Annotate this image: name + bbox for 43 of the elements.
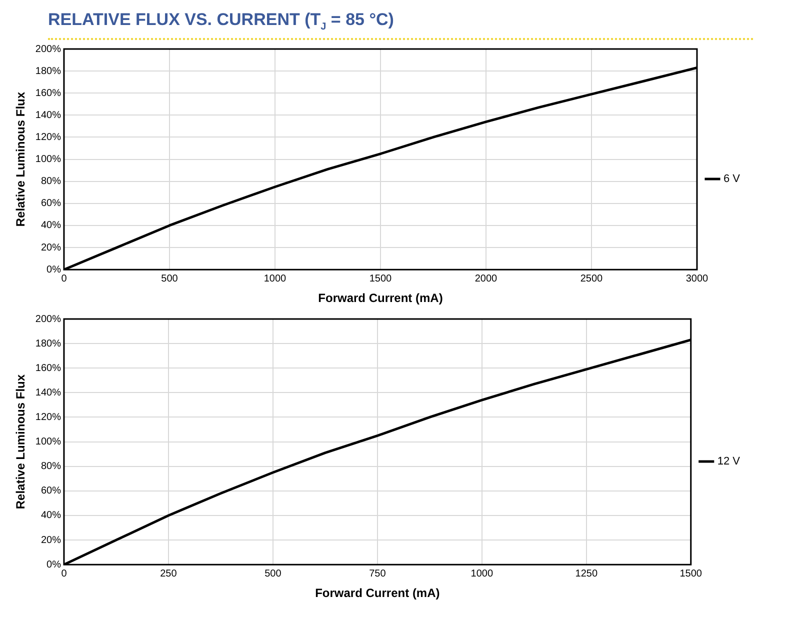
y-tick-label: 180%	[35, 66, 62, 78]
y-tick-label: 140%	[35, 110, 62, 122]
x-tick-label: 2000	[474, 274, 498, 285]
y-tick-label: 40%	[40, 220, 62, 232]
x-axis-title: Forward Current (mA)	[318, 292, 443, 306]
y-tick-label: 120%	[35, 412, 62, 424]
y-tick-label: 160%	[35, 363, 62, 374]
y-axis-title: Relative Luminous Flux	[14, 374, 28, 510]
x-tick-label: 0	[61, 274, 68, 285]
x-tick-label: 0	[61, 568, 68, 580]
y-tick-label: 80%	[40, 176, 62, 188]
y-tick-label: 140%	[35, 388, 62, 399]
y-tick-label: 160%	[35, 88, 62, 100]
y-tick-label: 0%	[46, 264, 62, 276]
chart-title: RELATIVE FLUX VS. CURRENT (T$_{J}$ = 85 °C)	[48, 10, 753, 40]
legend-label: 6 V	[723, 173, 741, 186]
y-tick-label: 60%	[40, 198, 62, 210]
x-tick-label: 250	[160, 568, 178, 580]
x-tick-label: 1500	[369, 274, 392, 285]
y-tick-label: 80%	[40, 462, 62, 472]
x-axis-title: Forward Current (mA)	[315, 586, 440, 601]
x-tick-label: 1500	[680, 568, 702, 580]
y-tick-label: 100%	[35, 154, 62, 166]
y-tick-label: 40%	[40, 510, 62, 522]
y-tick-label: 120%	[35, 132, 62, 144]
x-tick-label: 1000	[470, 568, 494, 580]
y-tick-label: 180%	[35, 338, 62, 350]
y-tick-label: 100%	[35, 436, 62, 448]
x-tick-label: 2500	[580, 274, 604, 285]
x-tick-label: 3000	[686, 274, 709, 285]
x-tick-label: 500	[161, 274, 178, 285]
y-tick-label: 200%	[35, 44, 62, 56]
x-tick-label: 500	[264, 568, 282, 580]
x-tick-label: 1000	[264, 274, 287, 285]
y-tick-label: 20%	[40, 535, 62, 546]
y-tick-label: 60%	[40, 486, 62, 498]
y-tick-label: 20%	[40, 242, 62, 254]
legend-label: 12 V	[717, 456, 741, 468]
x-tick-label: 750	[369, 568, 386, 580]
y-axis-title: Relative Luminous Flux	[14, 92, 28, 228]
y-tick-label: 0%	[46, 560, 62, 571]
x-tick-label: 1250	[575, 568, 598, 580]
y-tick-label: 200%	[35, 314, 62, 326]
